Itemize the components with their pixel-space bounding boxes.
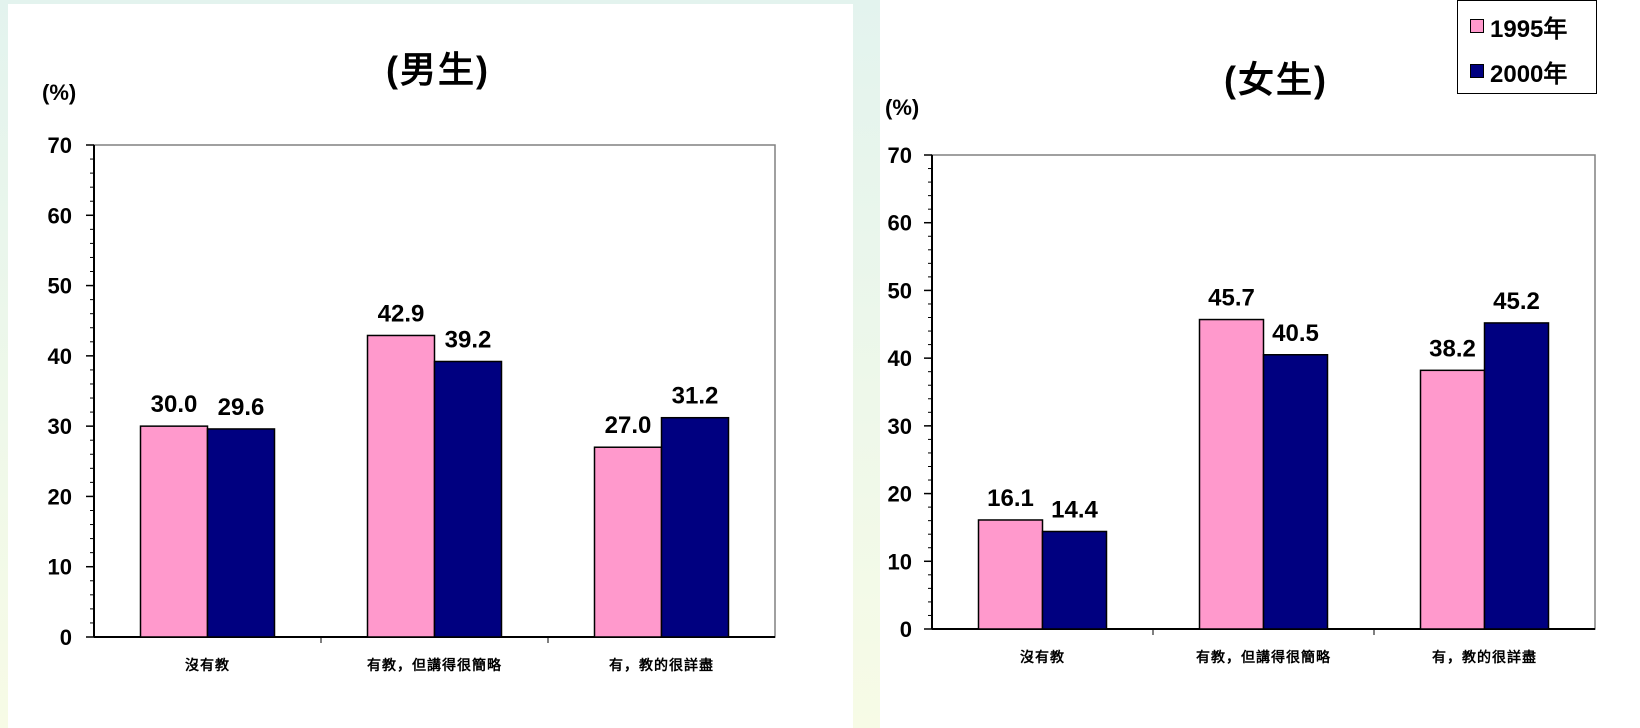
female-category-label: 有，教的很詳盡 (1432, 649, 1537, 665)
female-data-label-1995: 16.1 (987, 485, 1034, 512)
legend-label-2000: 2000年 (1490, 60, 1568, 88)
male-data-label-1995: 30.0 (151, 391, 198, 418)
female-y-tick-label: 40 (888, 346, 912, 371)
legend-item-1995: 1995年 (1470, 11, 1568, 43)
female-y-tick-label: 70 (888, 143, 912, 168)
female-data-label-2000: 14.4 (1051, 496, 1098, 523)
female-y-tick-label: 20 (888, 482, 912, 507)
legend-swatch-1995 (1470, 19, 1484, 33)
female-y-tick-label: 0 (900, 617, 912, 642)
male-category-label: 沒有教 (185, 657, 230, 673)
male-category-label: 有，教的很詳盡 (609, 657, 714, 673)
male-bar-1995 (593, 446, 663, 638)
male-category-label: 有教，但講得很簡略 (367, 657, 502, 673)
female-bar-1995 (1198, 318, 1265, 630)
male-chart-title: (男生) (386, 49, 490, 90)
female-category-label: 沒有教 (1020, 649, 1065, 665)
female-data-label-1995: 45.7 (1208, 285, 1255, 312)
male-data-label-1995: 27.0 (605, 412, 652, 439)
male-data-label-2000: 39.2 (445, 326, 492, 353)
female-chart-title: (女生) (1224, 59, 1328, 100)
male-bar-2000 (433, 360, 503, 638)
male-y-tick-label: 0 (60, 625, 72, 650)
female-bar-2000 (1483, 322, 1550, 630)
female-bar-2000 (1262, 354, 1329, 630)
female-data-label-2000: 40.5 (1272, 320, 1319, 347)
male-data-label-2000: 29.6 (218, 394, 265, 421)
female-y-tick-label: 50 (888, 278, 912, 303)
female-data-label-1995: 38.2 (1429, 335, 1476, 362)
male-bar-2000 (206, 428, 276, 638)
female-y-tick-label: 60 (888, 211, 912, 236)
male-y-tick-label: 30 (48, 414, 72, 439)
female-bar-1995 (977, 519, 1044, 630)
male-data-label-2000: 31.2 (672, 383, 719, 410)
male-bar-1995 (366, 334, 436, 638)
male-y-unit-label: (%) (42, 80, 76, 105)
legend-item-2000: 2000年 (1470, 56, 1568, 88)
female-y-tick-label: 30 (888, 414, 912, 439)
male-y-tick-label: 20 (48, 484, 72, 509)
legend-label-1995: 1995年 (1490, 15, 1568, 43)
male-y-tick-label: 60 (48, 203, 72, 228)
female-y-unit-label: (%) (885, 95, 919, 120)
female-data-label-2000: 45.2 (1493, 288, 1540, 315)
male-y-tick-label: 10 (48, 555, 72, 580)
male-y-tick-label: 70 (48, 133, 72, 158)
male-y-tick-label: 50 (48, 274, 72, 299)
male-bar-2000 (660, 416, 730, 638)
female-y-tick-label: 10 (888, 549, 912, 574)
legend-swatch-2000 (1470, 64, 1484, 78)
legend: 1995年 2000年 (1457, 0, 1597, 94)
male-data-label-1995: 42.9 (378, 300, 425, 327)
female-category-label: 有教，但講得很簡略 (1196, 649, 1331, 665)
female-bar-2000 (1041, 530, 1108, 630)
male-bar-1995 (139, 425, 209, 638)
male-y-tick-label: 40 (48, 344, 72, 369)
female-bar-1995 (1419, 369, 1486, 630)
